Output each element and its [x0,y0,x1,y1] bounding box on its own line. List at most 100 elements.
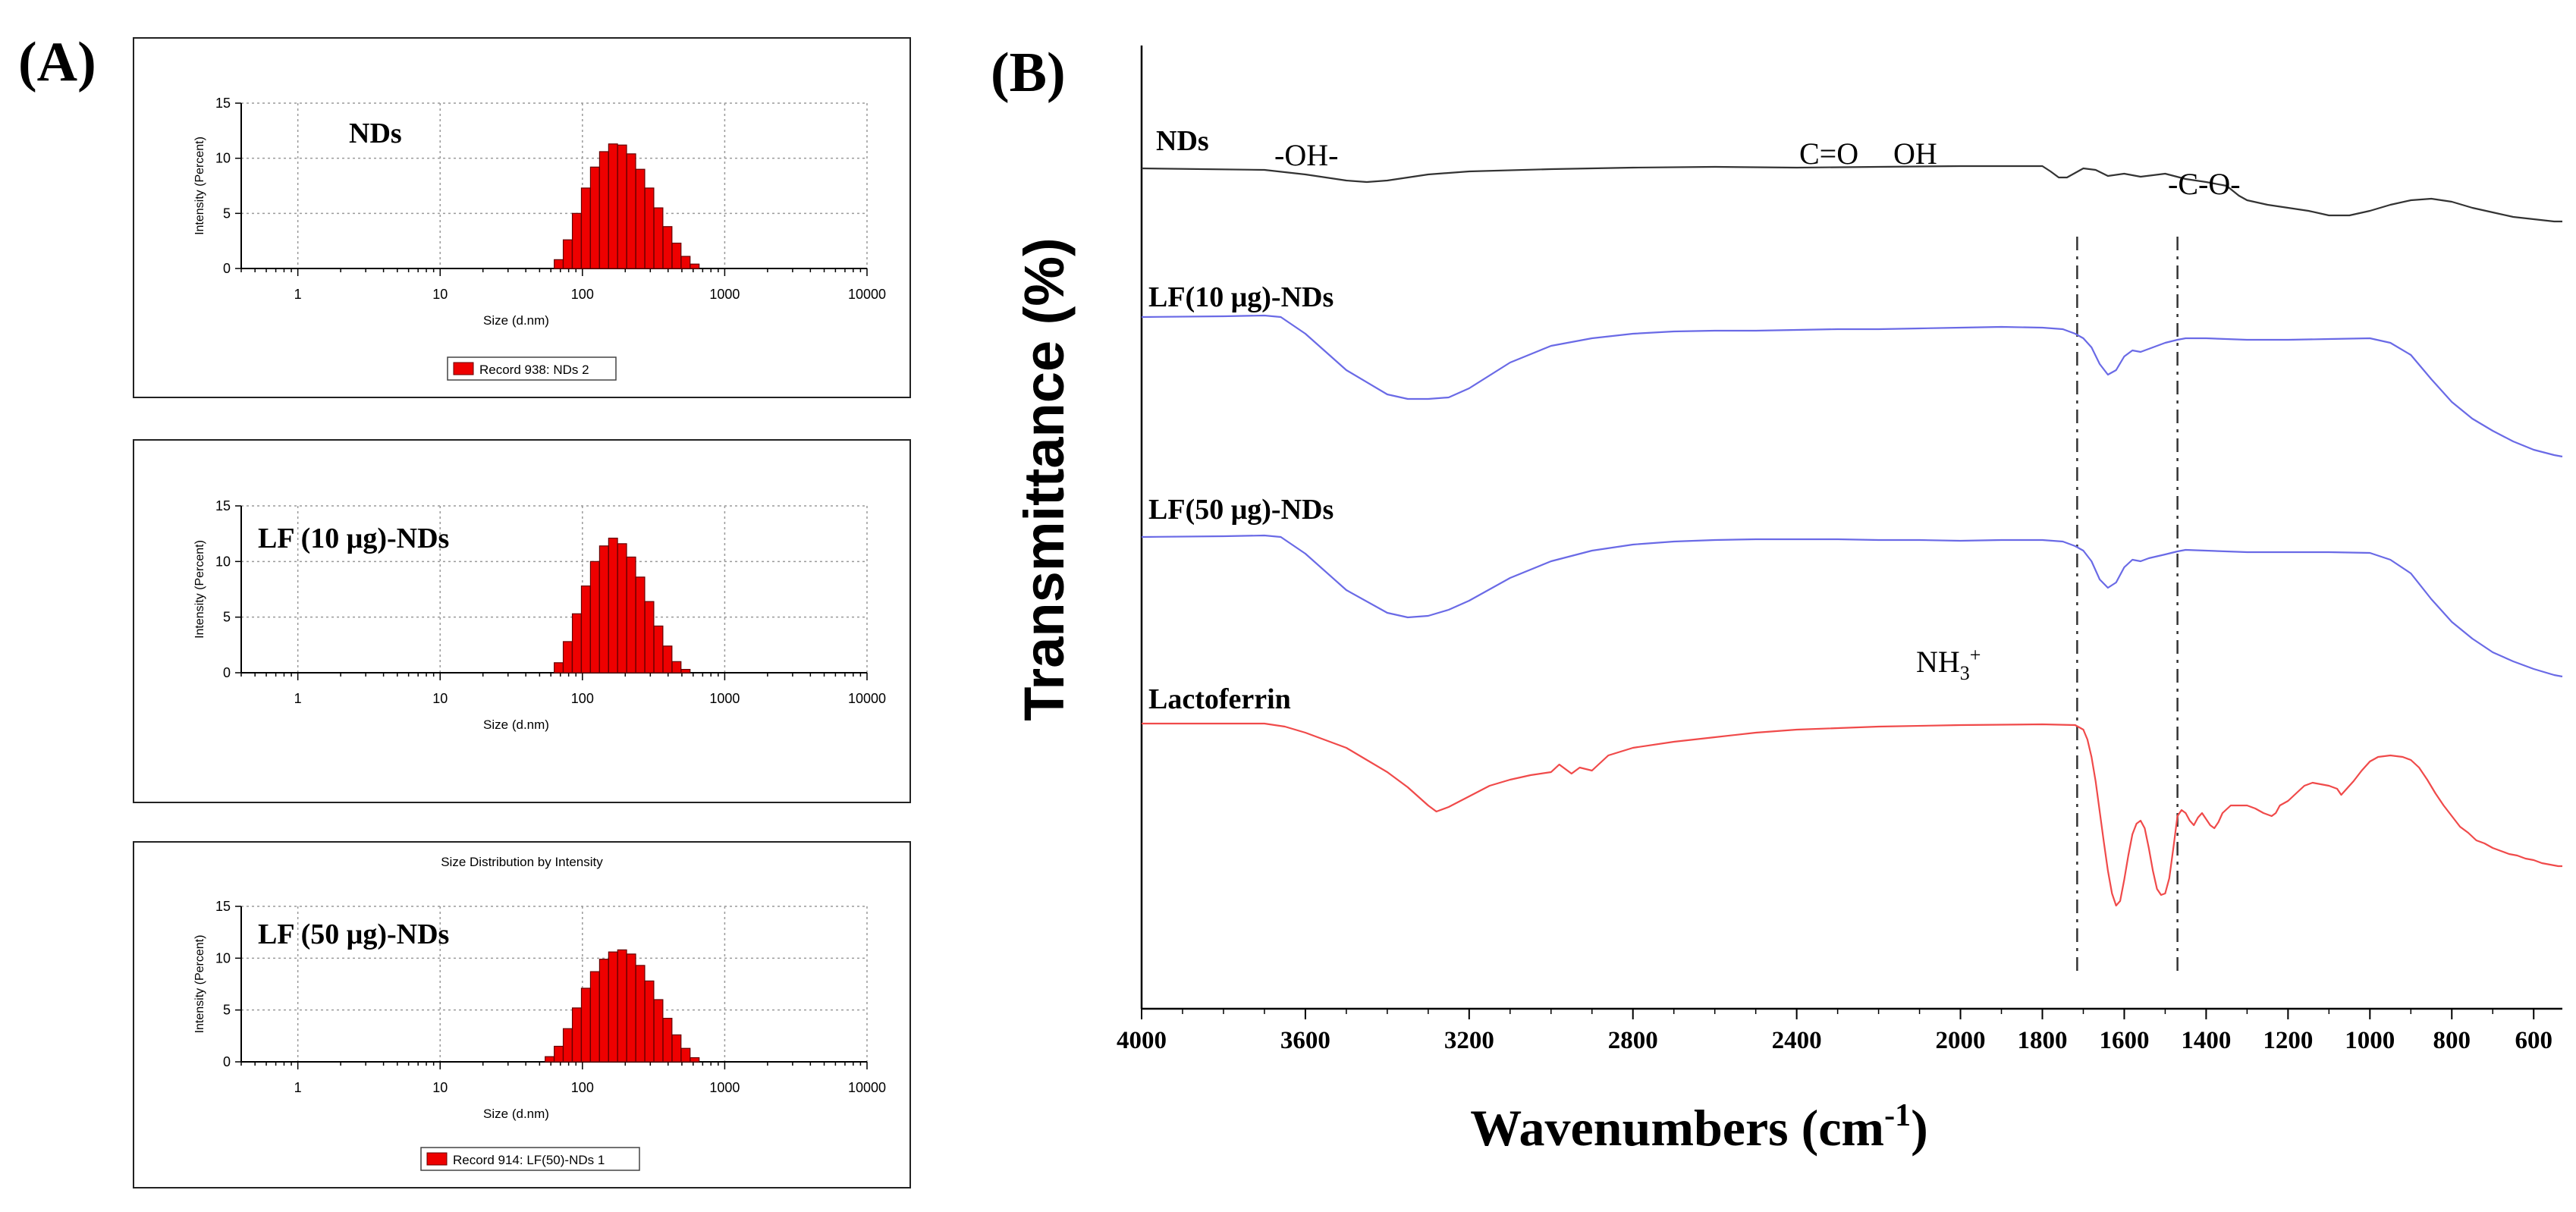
dls-bar [644,601,655,674]
dls-y-tick-label: 15 [215,498,231,513]
ftir-x-tick-label: 1600 [2099,1027,2149,1054]
dls-bar [690,1057,700,1063]
ftir-x-axis-title: Wavenumbers (cm-1) [1470,1098,1927,1157]
dls-bar [598,959,609,1063]
dls-bars [554,537,691,674]
dls-y-axis-title: Intensity (Percent) [193,540,206,639]
dls-bar [662,226,673,269]
dls-bar [671,242,682,269]
dls-bar [680,256,691,269]
dls-grid [241,505,868,673]
dls-y-tick-label: 5 [223,206,231,221]
dls-x-tick-label: 10 [432,691,448,706]
dls-x-tick-label: 10 [432,1080,448,1095]
dls-bar [554,662,564,674]
dls-x-axis-title: Size (d.nm) [483,1107,549,1121]
dls-chart-1: 1 10 100 1000 10000 0 5 10 15 Size (d.nm) Intensit… [133,37,911,398]
ftir-chart: 4000 3600 3200 2800 2400 2000 1800 1600 1400 1200… [1013,46,2563,1157]
ftir-series-label: LF(10 μg)-NDs [1148,281,1334,313]
dls-chart-frame [133,439,911,803]
ftir-x-tick-label: 2800 [1608,1027,1658,1054]
dls-bar [608,143,618,269]
dls-x-tick-label: 1000 [709,287,740,302]
dls-bar [626,153,636,269]
dls-y-tick-label: 10 [215,554,231,569]
dls-bars [554,143,700,269]
dls-legend-swatch [453,362,474,375]
dls-bar [608,537,618,674]
dls-bar [589,971,600,1063]
ftir-annotation-oh-stretch: -OH- [1274,138,1338,172]
ftir-annotation-c-o: -C-O- [2168,167,2241,201]
dls-bar [562,1028,573,1063]
dls-bar [554,259,564,269]
dls-chart-frame [133,841,911,1188]
dls-bar [617,543,627,674]
dls-bar [626,953,636,1063]
dls-y-axis-title: Intensity (Percent) [193,935,206,1034]
dls-legend-swatch [426,1152,448,1166]
dls-y-tick-label: 15 [215,96,231,111]
dls-bar [598,545,609,674]
dls-chart-title: Size Distribution by Intensity [441,855,603,869]
dls-y-tick-label: 15 [215,899,231,914]
dls-legend: Record 938: NDs 2 [447,356,617,381]
dls-legend-label: Record 938: NDs 2 [479,363,589,377]
dls-bar [617,949,627,1063]
dls-bar [653,625,664,674]
dls-bar [580,585,591,674]
dls-bar [662,1017,673,1063]
dls-bar [598,151,609,269]
dls-sample-label: LF (10 μg)-NDs [258,523,449,554]
dls-bar [653,999,664,1063]
ftir-x-axis-title-end: ) [1911,1099,1928,1157]
ftir-spectrum-line-1 [1141,165,2562,223]
ftir-spectrum-line-2 [1141,314,2563,458]
ftir-x-tick-label: 2400 [1772,1027,1822,1054]
dls-y-tick-label: 0 [223,261,231,276]
dls-x-tick-label: 10 [432,287,448,302]
ftir-x-tick-label: 600 [2515,1027,2552,1054]
ftir-y-axis-title: Transmittance (%) [1013,237,1076,721]
ftir-x-tick-label: 1800 [2017,1027,2067,1054]
panel-a-label: (A) [18,31,96,93]
dls-y-axis-title: Intensity (Percent) [193,137,206,235]
dls-bar [554,1045,564,1063]
ftir-annotation-nh3-sup: + [1970,644,1981,666]
ftir-x-tick-label: 3600 [1280,1027,1330,1054]
dls-bar [690,263,700,269]
dls-chart-frame [133,37,911,398]
dls-x-tick-label: 1 [294,287,302,302]
dls-bar [644,980,655,1063]
dls-bar [545,1056,555,1063]
ftir-spectrum-line-4 [1142,722,2562,907]
dls-bar [635,965,646,1063]
dls-y-tick-label: 10 [215,950,231,966]
dls-x-ticks [240,268,868,276]
dls-bar [680,1047,691,1063]
ftir-x-tick-label: 4000 [1117,1027,1167,1054]
ftir-annotation-nh3-main: NH [1916,645,1960,679]
dls-legend-label: Record 914: LF(50)-NDs 1 [453,1153,605,1167]
dls-legend-box [447,356,617,381]
ftir-x-tick-label: 2000 [1936,1027,1986,1054]
dls-x-ticks [240,673,868,680]
ftir-series-label: NDs [1156,125,1209,157]
dls-x-tick-label: 100 [571,287,594,302]
dls-x-tick-label: 10000 [848,287,886,302]
ftir-series-label: LF(50 μg)-NDs [1148,494,1334,526]
ftir-spectrum-line-3 [1141,534,2563,678]
dls-bar [653,207,664,269]
dls-chart-2: 1 10 100 1000 10000 0 5 10 15 Size (d.nm) Intensit… [133,439,911,803]
dls-grid [241,102,868,268]
dls-x-tick-label: 10000 [848,1080,886,1095]
ftir-series-label: Lactoferrin [1148,683,1291,715]
dls-x-axis-title: Size (d.nm) [483,717,549,732]
dls-bar [671,661,682,674]
dls-x-ticks [240,1062,868,1069]
dls-bar [617,144,627,269]
dls-bar [589,560,600,674]
dls-x-axis-title: Size (d.nm) [483,313,549,328]
